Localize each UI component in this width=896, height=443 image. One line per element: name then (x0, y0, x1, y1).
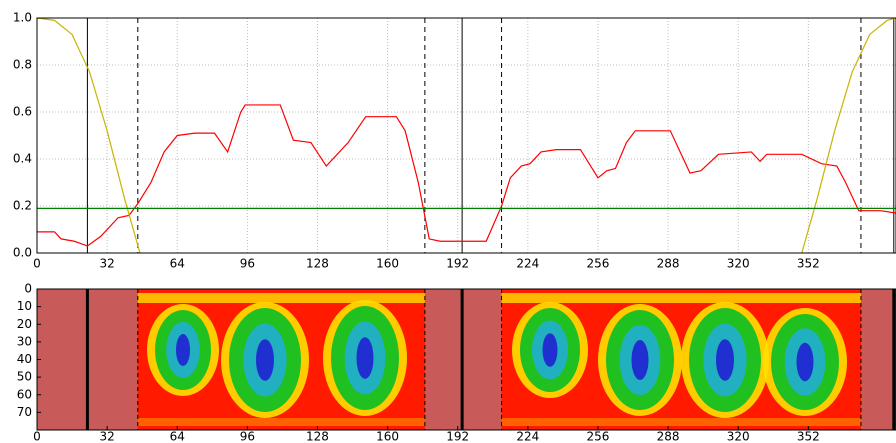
x-tick-label: 0 (33, 257, 41, 271)
x-tick-label: 352 (797, 430, 820, 443)
series-line (37, 104, 896, 247)
x-tick-label: 288 (657, 430, 680, 443)
heat-band (501, 418, 861, 426)
heat-blob (631, 340, 649, 380)
heat-blob (356, 337, 374, 379)
x-tick-label: 160 (376, 430, 399, 443)
x-tick-label: 320 (727, 430, 750, 443)
y-tick-label: 0.4 (13, 152, 32, 166)
x-tick-label: 224 (516, 257, 539, 271)
x-tick-label: 64 (170, 257, 185, 271)
y-tick-label: 50 (17, 370, 32, 384)
x-tick-label: 288 (657, 257, 680, 271)
x-tick-label: 96 (240, 257, 255, 271)
y-tick-label: 0 (24, 282, 32, 296)
y-tick-label: 20 (17, 317, 32, 331)
x-tick-label: 64 (170, 430, 185, 443)
x-tick-label: 192 (446, 257, 469, 271)
x-tick-label: 320 (727, 257, 750, 271)
y-tick-label: 30 (17, 334, 32, 348)
x-tick-label: 192 (446, 430, 469, 443)
x-tick-label: 96 (240, 430, 255, 443)
x-tick-label: 224 (516, 430, 539, 443)
y-tick-label: 0.0 (13, 246, 32, 260)
x-tick-label: 32 (99, 430, 114, 443)
y-tick-label: 60 (17, 387, 32, 401)
heat-band (501, 293, 861, 303)
plot-frame (36, 17, 896, 254)
y-tick-label: 1.0 (13, 11, 32, 25)
y-tick-label: 0.8 (13, 58, 32, 72)
heat-blob (542, 333, 558, 367)
x-tick-label: 0 (33, 430, 41, 443)
y-tick-label: 0.2 (13, 199, 32, 213)
x-tick-label: 256 (587, 430, 610, 443)
x-tick-label: 256 (587, 257, 610, 271)
x-tick-label: 128 (306, 430, 329, 443)
y-tick-label: 40 (17, 352, 32, 366)
heat-blob (796, 342, 814, 382)
heat-band (137, 418, 425, 426)
heat-blob (716, 339, 734, 381)
plot-frame (36, 288, 896, 431)
heat-blob (176, 334, 190, 366)
y-tick-label: 10 (17, 299, 32, 313)
x-tick-label: 352 (797, 257, 820, 271)
y-tick-label: 0.6 (13, 105, 32, 119)
series-line (37, 18, 896, 253)
x-tick-label: 128 (306, 257, 329, 271)
x-tick-label: 32 (99, 257, 114, 271)
x-tick-label: 160 (376, 257, 399, 271)
heat-band (137, 293, 425, 303)
y-tick-label: 70 (17, 405, 32, 419)
heat-blob (256, 339, 274, 381)
